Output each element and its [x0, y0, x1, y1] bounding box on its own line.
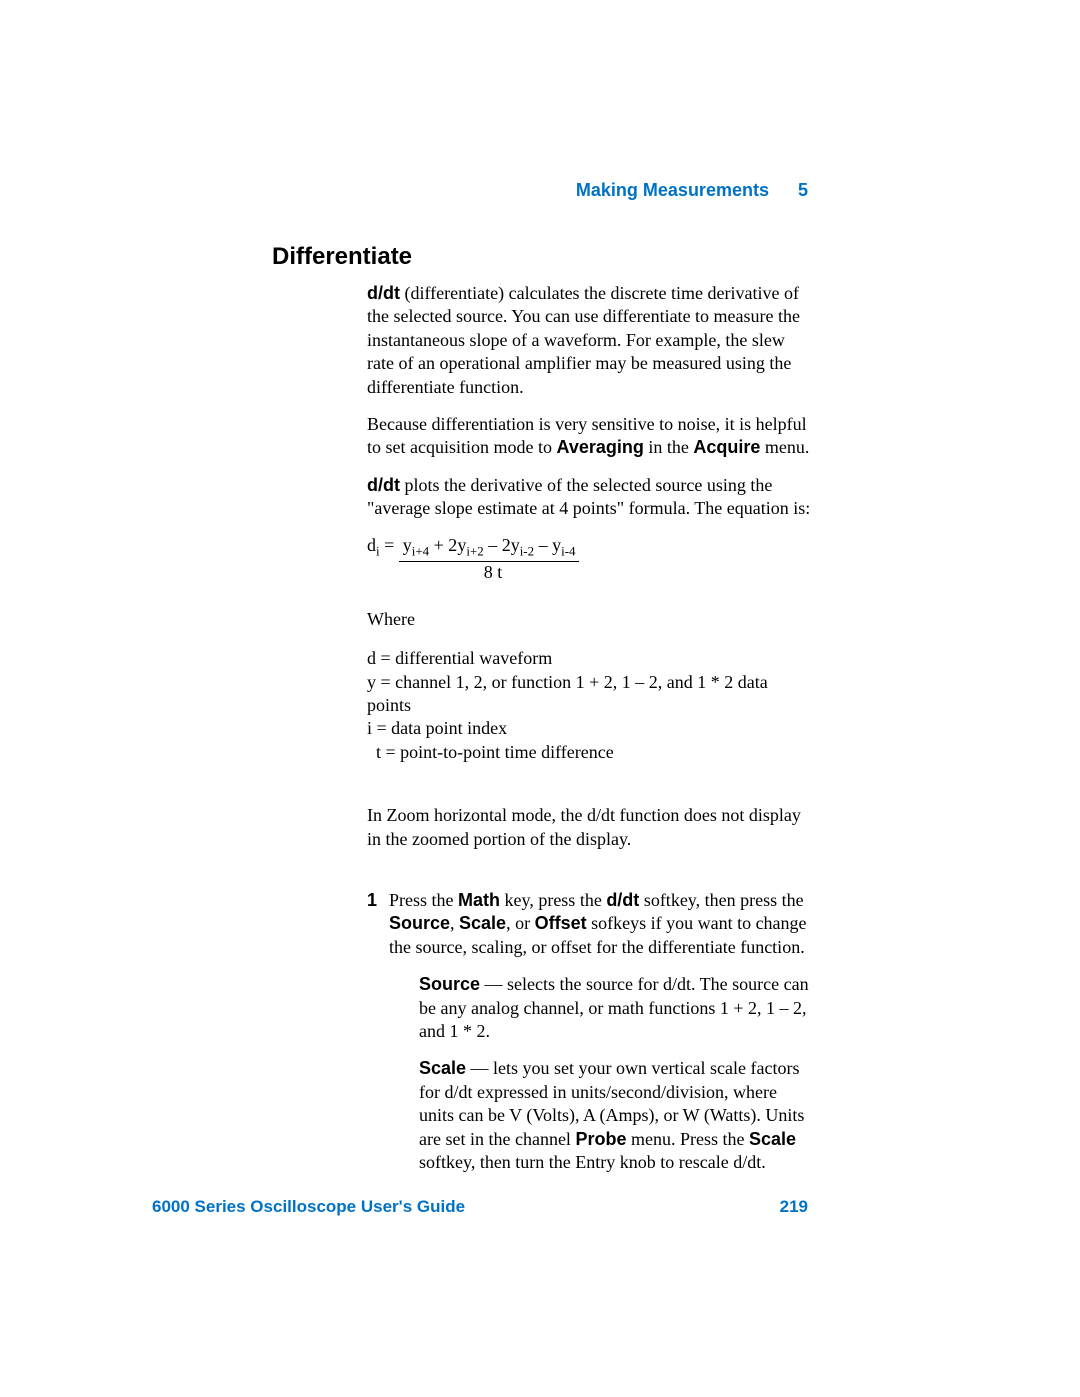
- formula-sub: i-2: [520, 543, 534, 558]
- text-span: plots the derivative of the selected sou…: [367, 475, 810, 518]
- math-key: Math: [458, 890, 500, 910]
- formula-op: –: [534, 535, 552, 555]
- formula-eq: =: [380, 535, 399, 555]
- paragraph-intro: d/dt (differentiate) calculates the disc…: [367, 282, 812, 399]
- where-block: Where d = differential waveform y = chan…: [367, 608, 812, 764]
- paragraph-intro-text: (differentiate) calculates the discrete …: [367, 283, 800, 397]
- formula-numerator: yi+4 + 2yi+2 – 2yi-2 – yi-4: [399, 535, 580, 562]
- section-title: Differentiate: [272, 243, 412, 271]
- formula-var: y: [457, 535, 466, 555]
- formula-sub: i+2: [466, 543, 483, 558]
- text-span: softkey, then press the: [639, 890, 803, 910]
- formula-op: – 2: [484, 535, 511, 555]
- averaging-term: Averaging: [556, 437, 643, 457]
- acquire-term: Acquire: [693, 437, 760, 457]
- step-body: Press the Math key, press the d/dt softk…: [389, 889, 812, 1174]
- step-number: 1: [367, 889, 389, 1174]
- where-label: Where: [367, 608, 812, 631]
- text-span: in the: [644, 437, 694, 457]
- page-header: Making Measurements 5: [576, 180, 808, 201]
- formula-var: y: [403, 535, 412, 555]
- formula-op: + 2: [429, 535, 457, 555]
- chapter-label: Making Measurements: [576, 180, 769, 200]
- where-line-i: i = data point index: [367, 717, 812, 740]
- text-span: , or: [506, 913, 535, 933]
- where-line-t: t = point-to-point time difference: [367, 741, 812, 764]
- step-1: 1 Press the Math key, press the d/dt sof…: [367, 889, 812, 1174]
- formula-var: d: [367, 535, 376, 555]
- paragraph-averaging: Because differentiation is very sensitiv…: [367, 413, 812, 460]
- formula-lhs: di =: [367, 535, 399, 555]
- probe-term: Probe: [575, 1129, 626, 1149]
- ddt-term: d/dt: [367, 283, 400, 303]
- chapter-number: 5: [798, 180, 808, 200]
- ddt-softkey: d/dt: [606, 890, 639, 910]
- formula-block: di = yi+4 + 2yi+2 – 2yi-2 – yi-4 8 t: [367, 535, 812, 584]
- zoom-note: In Zoom horizontal mode, the d/dt functi…: [367, 804, 812, 851]
- where-definitions: d = differential waveform y = channel 1,…: [367, 647, 812, 764]
- text-span: key, press the: [500, 890, 606, 910]
- formula-denominator: 8 t: [403, 562, 583, 584]
- body-column: d/dt (differentiate) calculates the disc…: [367, 282, 812, 1188]
- text-span: Press the: [389, 890, 458, 910]
- offset-softkey: Offset: [535, 913, 587, 933]
- scale-softkey: Scale: [459, 913, 506, 933]
- source-term: Source: [419, 974, 480, 994]
- scale-term: Scale: [419, 1058, 466, 1078]
- text-span: menu.: [760, 437, 809, 457]
- scale-softkey-term: Scale: [749, 1129, 796, 1149]
- ddt-term: d/dt: [367, 475, 400, 495]
- footer-page-number: 219: [780, 1197, 808, 1217]
- footer-guide-title: 6000 Series Oscilloscope User's Guide: [152, 1197, 465, 1217]
- text-span: menu. Press the: [626, 1129, 748, 1149]
- source-description: Source — selects the source for d/dt. Th…: [419, 973, 812, 1043]
- text-span: ,: [450, 913, 459, 933]
- scale-description: Scale — lets you set your own vertical s…: [419, 1057, 812, 1174]
- formula-sub: i-4: [561, 543, 575, 558]
- text-span: softkey, then turn the Entry knob to res…: [419, 1152, 766, 1172]
- formula-sub: i+4: [412, 543, 429, 558]
- where-line-y: y = channel 1, 2, or function 1 + 2, 1 –…: [367, 671, 812, 718]
- paragraph-formula-intro: d/dt plots the derivative of the selecte…: [367, 474, 812, 521]
- where-line-d: d = differential waveform: [367, 647, 812, 670]
- source-softkey: Source: [389, 913, 450, 933]
- page-footer: 6000 Series Oscilloscope User's Guide 21…: [152, 1197, 808, 1217]
- formula-var: y: [552, 535, 561, 555]
- formula-var: y: [511, 535, 520, 555]
